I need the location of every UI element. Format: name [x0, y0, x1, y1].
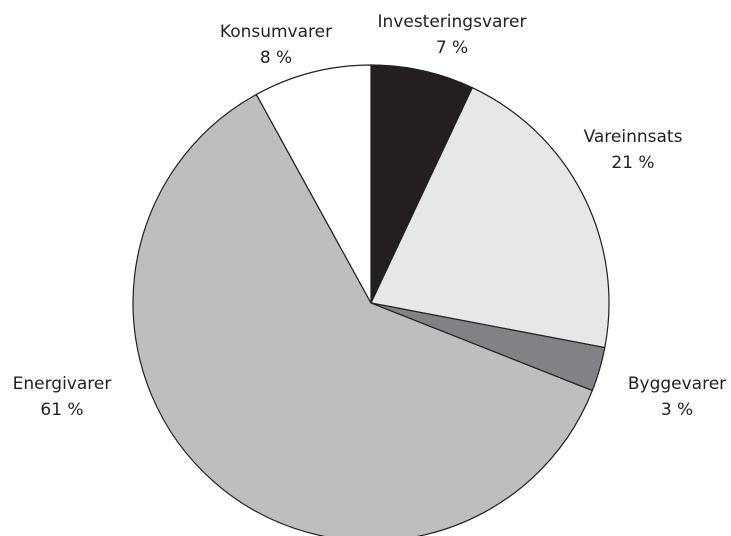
pie-slice — [370, 87, 610, 349]
slice-label: Konsumvarer — [220, 22, 332, 42]
slice-value-label: 61 % — [40, 400, 83, 420]
slice-label: Byggevarer — [628, 374, 726, 394]
pie-slice — [370, 64, 473, 304]
pie-slice — [132, 93, 593, 536]
slice-label: Energivarer — [13, 374, 112, 394]
slice-label: Vareinnsats — [584, 127, 683, 147]
pie-slice — [255, 64, 372, 304]
slice-value-label: 3 % — [661, 400, 693, 420]
slice-value-label: 21 % — [611, 153, 654, 173]
slice-value-label: 8 % — [260, 48, 292, 68]
slice-label: Investeringsvarer — [378, 12, 527, 32]
slice-value-label: 7 % — [436, 38, 468, 58]
